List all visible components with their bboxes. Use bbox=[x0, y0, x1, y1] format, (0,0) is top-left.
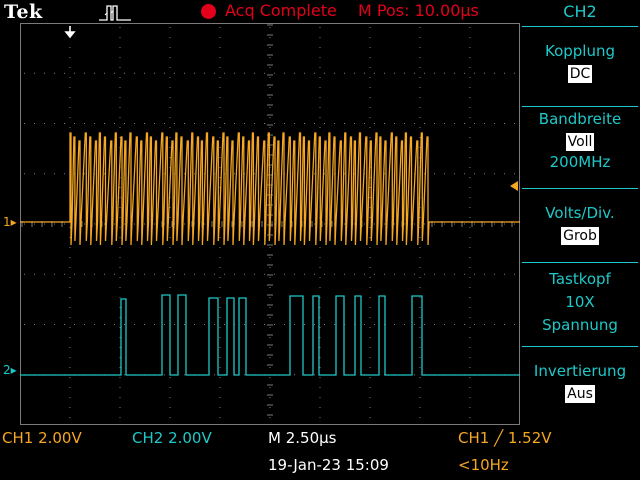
ch1-scale: CH1 2.00V bbox=[2, 429, 82, 447]
menu-divider bbox=[522, 26, 638, 27]
probe-label: Tastkopf bbox=[549, 270, 611, 288]
trigger-readout: CH1 ╱ 1.52V bbox=[458, 429, 552, 447]
volts-div-menu[interactable]: Volts/Div. Grob bbox=[520, 202, 640, 245]
date-time: 19-Jan-23 15:09 bbox=[268, 456, 389, 474]
coupling-label: Kopplung bbox=[544, 42, 615, 60]
menu-title: CH2 bbox=[563, 2, 597, 21]
timebase-readout: M 2.50µs bbox=[268, 429, 337, 447]
waveform-display bbox=[20, 23, 520, 425]
menu-divider bbox=[522, 188, 638, 189]
invert-value: Aus bbox=[565, 385, 595, 403]
probe-menu[interactable]: Tastkopf 10X Spannung bbox=[520, 268, 640, 337]
invert-menu[interactable]: Invertierung Aus bbox=[520, 360, 640, 403]
menu-divider bbox=[522, 262, 638, 263]
bandwidth-frequency: 200MHz bbox=[549, 153, 611, 171]
menu-divider bbox=[522, 346, 638, 347]
trigger-position-icon bbox=[64, 26, 76, 39]
brand-logo: Tek bbox=[4, 1, 43, 23]
bandwidth-menu[interactable]: Bandbreite Voll 200MHz bbox=[520, 108, 640, 174]
ch2-waveform bbox=[20, 294, 520, 376]
ch1-waveform bbox=[20, 132, 520, 246]
horizontal-position: M Pos: 10.00µs bbox=[358, 1, 479, 20]
bandwidth-label: Bandbreite bbox=[538, 110, 622, 128]
pulse-trigger-icon bbox=[99, 5, 131, 21]
ch1-ground-marker: 1▸ bbox=[3, 215, 17, 229]
trigger-frequency: <10Hz bbox=[458, 456, 509, 474]
acquisition-status: Acq Complete bbox=[225, 1, 337, 20]
invert-label: Invertierung bbox=[533, 362, 627, 380]
trigger-level-icon bbox=[510, 181, 518, 191]
bandwidth-value: Voll bbox=[565, 133, 595, 151]
coupling-menu[interactable]: Kopplung DC bbox=[520, 40, 640, 83]
ch2-ground-marker: 2▸ bbox=[3, 363, 17, 377]
menu-divider bbox=[522, 106, 638, 107]
ch2-scale: CH2 2.00V bbox=[132, 429, 212, 447]
probe-attenuation: 10X bbox=[565, 293, 595, 311]
acq-status-icon bbox=[201, 4, 216, 19]
volts-div-value: Grob bbox=[561, 227, 599, 245]
coupling-value: DC bbox=[567, 65, 593, 83]
volts-div-label: Volts/Div. bbox=[545, 204, 615, 222]
probe-type: Spannung bbox=[542, 316, 618, 334]
